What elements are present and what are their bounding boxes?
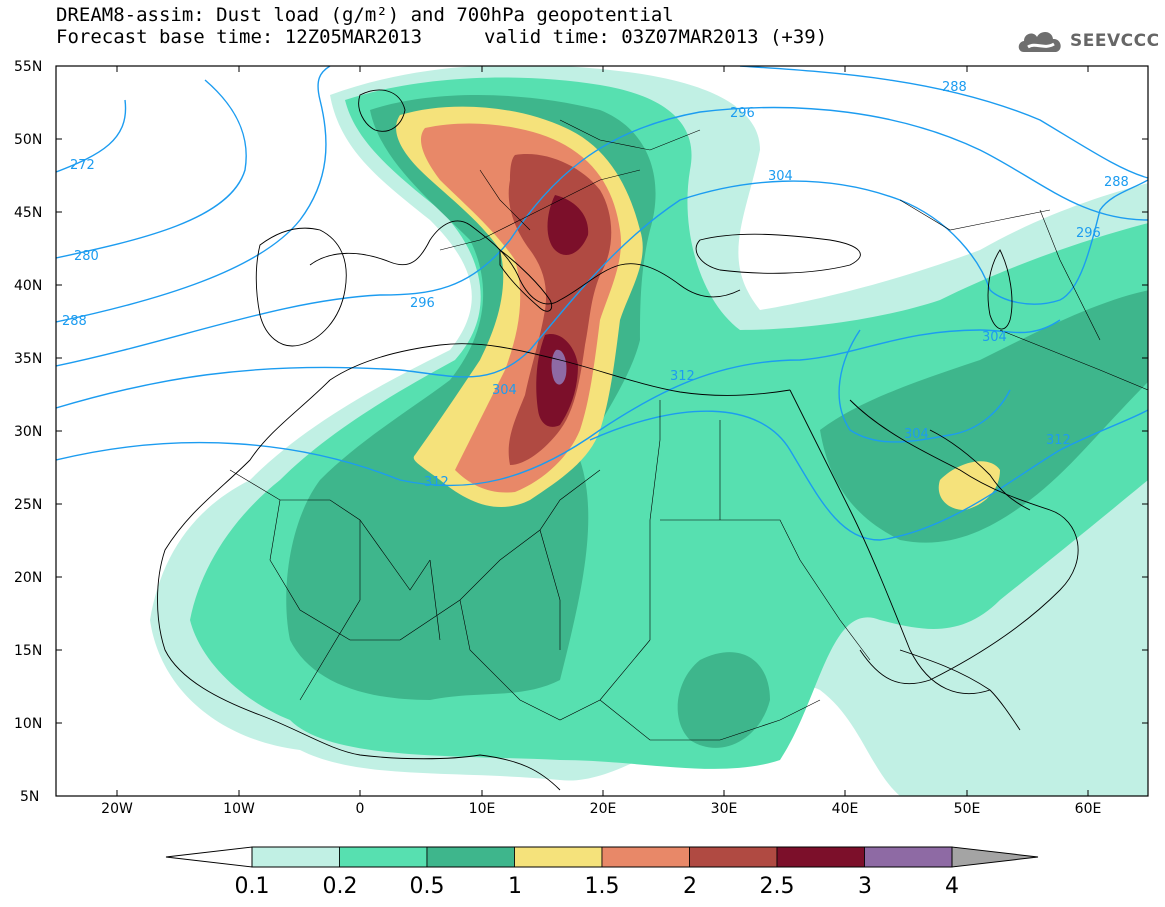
contour-label: 288	[62, 314, 87, 329]
lon-label: 20E	[590, 801, 617, 817]
colorbar-label: 1	[508, 874, 522, 899]
contour-280	[56, 79, 247, 259]
lon-label: 10E	[469, 801, 496, 817]
contour-296	[56, 106, 1148, 367]
contour-312-south	[589, 409, 1148, 541]
colorbar-label: 4	[945, 874, 959, 899]
colorbar-segment	[601, 846, 690, 868]
contour-label: 304	[768, 169, 793, 184]
longitude-axis: 20W 10W 0 10E 20E 30E 40E 50E 60E	[101, 66, 1101, 817]
colorbar: 0.1 0.2 0.5 1 1.5 2 2.5 3 4	[165, 846, 1039, 899]
coast-west-africa	[157, 379, 561, 791]
lat-label: 40N	[14, 278, 42, 294]
colorbar-over-arrow	[951, 846, 1039, 868]
chart-title: DREAM8-assim: Dust load (g/m²) and 700hP…	[56, 4, 674, 26]
contour-label: 272	[70, 158, 95, 173]
contour-label: 312	[670, 369, 695, 384]
lat-label: 50N	[14, 132, 42, 148]
contour-label: 288	[1104, 175, 1129, 190]
lat-label: 45N	[14, 205, 42, 221]
seevccc-logo: SEEVCCC	[1016, 26, 1160, 56]
lon-label: 10W	[223, 801, 255, 817]
contour-label: 296	[730, 106, 755, 121]
coast-red-sea	[789, 389, 991, 694]
contour-312-loop	[838, 329, 1011, 443]
coast-arabia	[849, 399, 1079, 685]
contour-label: 304	[492, 383, 517, 398]
contour-312	[56, 319, 1061, 487]
colorbar-segment	[776, 846, 865, 868]
colorbar-segment	[514, 846, 603, 868]
contour-272	[56, 99, 127, 173]
coast-iberia	[255, 227, 347, 347]
colorbar-label: 3	[858, 874, 872, 899]
colorbar-label: 0.1	[235, 874, 270, 899]
lat-label: 25N	[14, 497, 42, 513]
lat-label: 5N	[20, 789, 39, 805]
geopotential-contours	[56, 66, 1148, 541]
colorbar-frame	[251, 846, 953, 868]
lat-label: 15N	[14, 643, 42, 659]
colorbar-segment	[689, 846, 778, 868]
latitude-axis: 55N 50N 45N 40N 35N 30N 25N 20N 15N 10N …	[14, 59, 1148, 805]
lat-label: 35N	[14, 351, 42, 367]
coast-uk	[358, 89, 406, 132]
colorbar-label: 1.5	[585, 874, 620, 899]
colorbar-segment	[426, 846, 515, 868]
lon-label: 60E	[1075, 801, 1102, 817]
contour-label: 296	[1076, 226, 1101, 241]
coast-med-south	[329, 343, 791, 396]
contour-label: 296	[410, 296, 435, 311]
colorbar-segment	[251, 846, 340, 868]
logo-text: SEEVCCC	[1070, 31, 1160, 51]
contour-label: 312	[424, 475, 449, 490]
cloud-icon	[1018, 31, 1061, 52]
lat-label: 55N	[14, 59, 42, 75]
colorbar-label: 0.5	[410, 874, 445, 899]
coast-caspian	[987, 249, 1013, 330]
contour-288-east	[739, 66, 1148, 179]
colorbar-segment	[339, 846, 428, 868]
country-borders	[229, 119, 1148, 741]
contour-288	[56, 66, 331, 323]
lon-label: 0	[356, 801, 365, 817]
lon-label: 40E	[832, 801, 859, 817]
contour-304	[56, 180, 1061, 409]
coast-gulf	[929, 429, 1031, 511]
forecast-base-time: Forecast base time: 12Z05MAR2013	[56, 26, 423, 48]
colorbar-label: 0.2	[323, 874, 358, 899]
lat-label: 10N	[14, 716, 42, 732]
coast-italy	[499, 249, 553, 312]
colorbar-segments	[251, 846, 953, 868]
dust-band-2.5	[536, 195, 589, 427]
coast-horn	[899, 649, 1021, 731]
lat-label: 20N	[14, 570, 42, 586]
colorbar-under-arrow	[165, 846, 253, 868]
contour-label: 288	[942, 80, 967, 95]
valid-time: valid time: 03Z07MAR2013 (+39)	[484, 26, 828, 48]
contour-label: 304	[904, 427, 929, 442]
lon-label: 50E	[954, 801, 981, 817]
coast-med-north	[309, 220, 741, 305]
lon-label: 20W	[101, 801, 133, 817]
coast-black-sea	[695, 233, 861, 274]
dust-layer	[150, 66, 1148, 796]
contour-label: 304	[982, 330, 1007, 345]
lon-label: 30E	[711, 801, 738, 817]
contour-label: 280	[74, 249, 99, 264]
contour-label: 312	[1046, 433, 1071, 448]
lat-label: 30N	[14, 424, 42, 440]
contour-labels: 272 280 288 288 288 296 296 296 304 304 …	[62, 80, 1129, 490]
colorbar-segment	[864, 846, 953, 868]
coastlines	[157, 89, 1079, 791]
colorbar-label: 2	[683, 874, 697, 899]
colorbar-label: 2.5	[760, 874, 795, 899]
